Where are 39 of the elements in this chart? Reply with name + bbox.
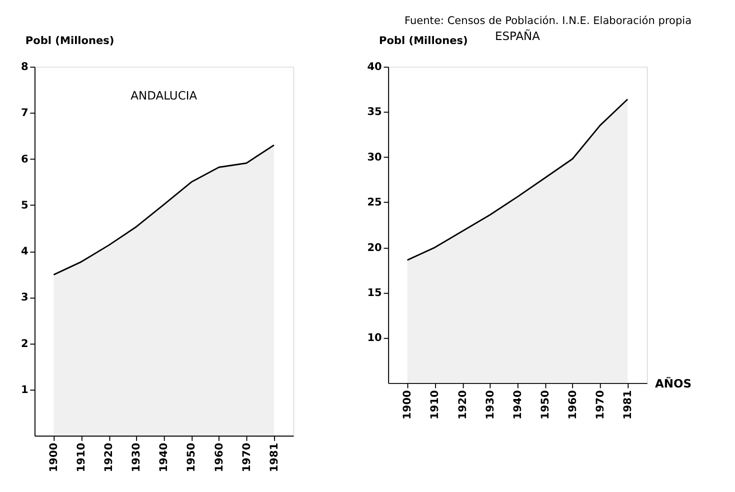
- x-tick-label: 1910: [76, 442, 88, 472]
- text: ANDALUCIA: [130, 88, 198, 102]
- x-tick-label: 1981: [622, 390, 634, 420]
- y-tick-label: 8: [20, 61, 28, 74]
- y-tick-label: 7: [20, 107, 28, 120]
- y-tick-label: 20: [367, 242, 382, 254]
- y-tick-label: 35: [367, 106, 382, 118]
- x-tick-label: 1960: [566, 390, 579, 420]
- y-tick-label: 25: [367, 196, 382, 209]
- y-tick-label: 10: [367, 332, 382, 344]
- x-tick-label: 1920: [103, 442, 116, 472]
- x-tick-label: 1930: [484, 390, 496, 420]
- y-tick-label: 5: [20, 199, 28, 212]
- y-axis-title: Pobl (Millones): [25, 35, 114, 48]
- x-tick-label: 1940: [512, 390, 524, 420]
- x-tick-label: 1940: [158, 442, 170, 472]
- y-tick-label: 30: [367, 151, 382, 164]
- x-tick-label: 1950: [539, 390, 552, 420]
- x-tick-label: 1950: [186, 442, 198, 472]
- y-tick-label: 3: [20, 292, 28, 304]
- x-axis-title: AÑOS: [654, 376, 692, 390]
- x-tick-label: 1900: [402, 390, 414, 420]
- y-tick-label: 4: [20, 246, 28, 258]
- y-tick-label: 1: [20, 384, 28, 396]
- y-axis-title: Pobl (Millones): [379, 35, 468, 48]
- chart-title: ESPAÑA: [494, 28, 540, 43]
- x-tick-label: 1960: [213, 442, 226, 472]
- x-tick-label: 1970: [594, 390, 606, 420]
- x-tick-label: 1970: [240, 442, 253, 472]
- x-tick-label: 1920: [456, 390, 469, 420]
- y-tick-label: 6: [20, 153, 28, 166]
- y-tick-label: 2: [20, 338, 28, 350]
- x-tick-label: 1930: [130, 442, 143, 472]
- x-tick-label: 1900: [48, 442, 60, 472]
- y-tick-label: 15: [367, 286, 382, 299]
- source-note: Fuente: Censos de Población. I.N.E. Elaboración propia: [404, 15, 692, 28]
- x-tick-label: 1981: [268, 442, 280, 472]
- y-tick-label: 40: [367, 61, 382, 74]
- x-tick-label: 1910: [429, 390, 442, 420]
